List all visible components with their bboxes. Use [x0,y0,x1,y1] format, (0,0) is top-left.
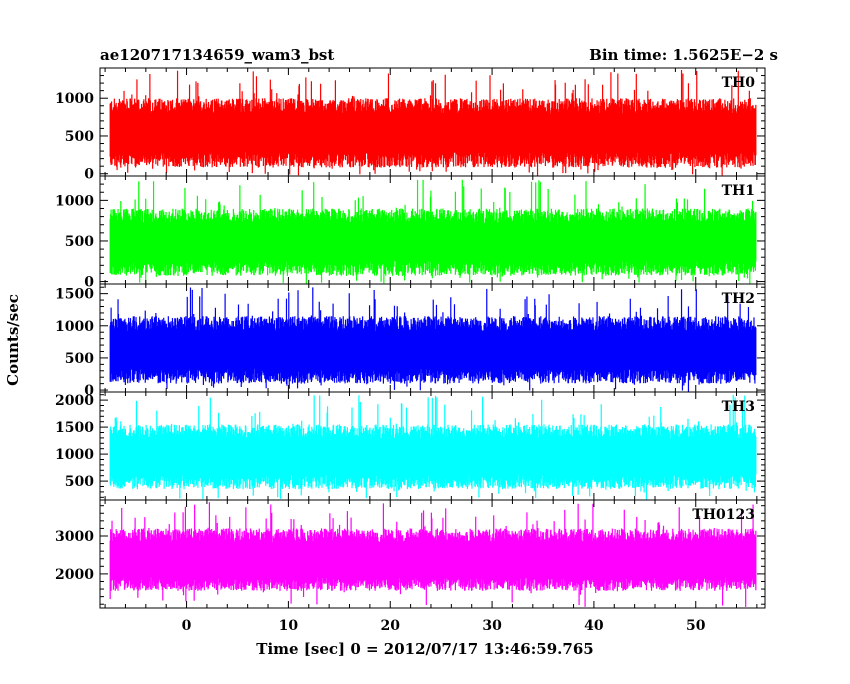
y-tick-label: 1500 [55,287,94,303]
y-tick-label: 1000 [55,447,94,463]
panel-label-th1: TH1 [722,183,755,199]
x-tick-label: 30 [482,618,502,634]
x-tick-label: 50 [686,618,706,634]
panel-label-th3: TH3 [722,399,755,415]
y-tick-label: 1000 [55,91,94,107]
y-tick-label: 1000 [55,319,94,335]
panel-label-th0: TH0 [722,75,756,91]
y-tick-label: 500 [65,234,94,250]
y-tick-label: 0 [84,275,94,291]
series-th1 [109,179,757,284]
x-tick-label: 20 [380,618,400,634]
chart-title: ae120717134659_wam3_bst [100,46,334,64]
x-tick-label: 40 [584,618,604,634]
y-tick-label: 0 [84,167,94,183]
series-th0123 [109,502,757,607]
panel-th0: 0 500 1000 TH0 [55,67,766,183]
panel-th1: 0 500 1000 TH1 [55,175,766,291]
x-tick-label: 10 [279,618,299,634]
series-th3 [109,395,757,500]
series-th2 [109,287,757,392]
y-tick-label: 0 [84,383,94,399]
panel-th0123: 2000 3000 TH0123 0 10 20 30 40 50 [55,499,766,634]
y-tick-label: 500 [65,129,94,145]
series-th0 [109,70,757,176]
y-tick-label: 1500 [55,420,94,436]
x-tick-label: 0 [182,618,192,634]
x-axis-label: Time [sec] 0 = 2012/07/17 13:46:59.765 [256,640,593,658]
y-tick-label: 1000 [55,193,94,209]
panel-frame-th0123 [99,499,766,609]
y-tick-label: 2000 [55,393,94,409]
bin-time-label: Bin time: 1.5625E−2 s [589,46,778,64]
y-tick-label: 2000 [55,567,94,583]
panel-th3: 500 1000 1500 2000 TH3 [55,391,766,501]
panel-label-th2: TH2 [722,291,755,307]
panel-label-th0123: TH0123 [692,507,755,523]
panel-th2: 0 500 1000 1500 TH2 [55,283,766,399]
y-axis-label: Counts/sec [4,294,22,386]
y-tick-label: 500 [65,474,94,490]
y-tick-label: 500 [65,351,94,367]
y-tick-label: 3000 [55,529,94,545]
